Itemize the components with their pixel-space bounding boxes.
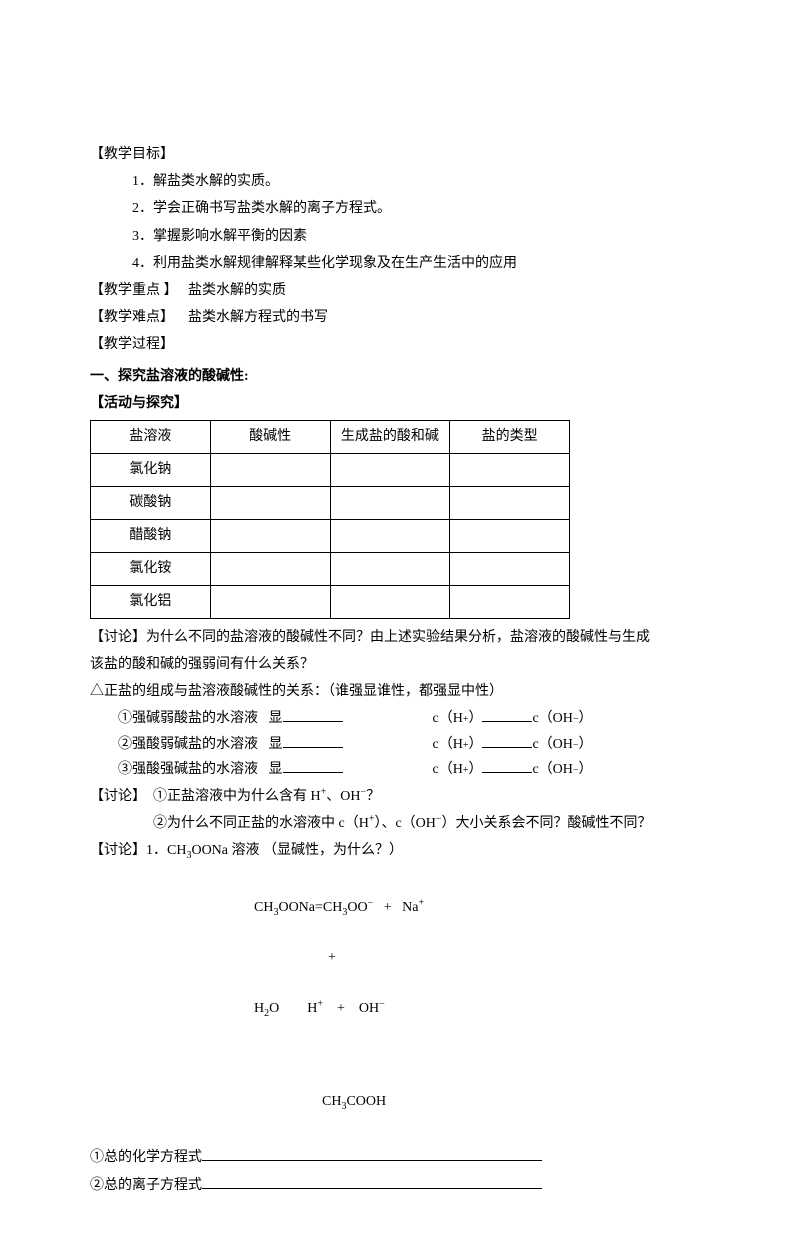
eq-text: + Na: [373, 900, 418, 915]
discuss2-q1c: ？: [366, 789, 380, 804]
eq-text: O H: [269, 1001, 317, 1016]
table-row: 醋酸钠: [91, 519, 570, 552]
discuss3-lead: 1．CH: [146, 843, 186, 858]
heading-focus: 【教学重点 】: [90, 283, 178, 298]
rel-tail-1: c（H: [433, 757, 463, 782]
answer-2-label: ②总的离子方程式: [90, 1173, 202, 1198]
goal-item-1: 1．解盐类水解的实质。: [90, 169, 710, 194]
rel-tail-4: ）: [579, 706, 593, 731]
salt-table: 盐溶液 酸碱性 生成盐的酸和碱 盐的类型 氯化钠 碳酸钠 醋酸钠 氯化铵 氯化铝: [90, 420, 570, 619]
discuss2-line2: ②为什么不同正盐的水溶液中 c（H+）、c（OH−）大小关系会不同？酸碱性不同？: [90, 811, 710, 836]
row-label-2: 醋酸钠: [91, 519, 211, 552]
row-label-1: 碳酸钠: [91, 486, 211, 519]
eq-text: COOH: [346, 1094, 386, 1109]
relation-1: ①强碱弱酸盐的水溶液 显 c（H+） c（OH−）: [90, 706, 710, 731]
discuss2-q2c: ）大小关系会不同？酸碱性不同？: [442, 816, 652, 831]
relation-2-label: ②强酸弱碱盐的水溶液 显: [90, 732, 283, 757]
equation-block: CH3OONa=CH3OO− + Na+ + H2O H+ + OH− CH3C…: [90, 870, 710, 1140]
eq-text: H: [254, 1001, 264, 1016]
discuss-label: 【讨论】: [90, 789, 146, 804]
discuss2-q2a: ②为什么不同正盐的水溶液中 c（H: [153, 816, 369, 831]
rel-tail-1: c（H: [433, 706, 463, 731]
goal-item-3: 3．掌握影响水解平衡的因素: [90, 224, 710, 249]
blank-field: [482, 707, 532, 722]
rel-tail-1: c（H: [433, 732, 463, 757]
discuss-label: 【讨论】: [90, 630, 146, 645]
blank-field: [283, 707, 343, 722]
row-label-0: 氯化钠: [91, 453, 211, 486]
goal-item-2: 2．学会正确书写盐类水解的离子方程式。: [90, 196, 710, 221]
equation-row-4: CH3COOH: [90, 1064, 710, 1140]
discuss2-q1a: ①正盐溶液中为什么含有 H: [153, 789, 321, 804]
table-header-0: 盐溶液: [91, 420, 211, 453]
discuss-label: 【讨论】: [90, 843, 146, 858]
rel-tail-3: c（OH: [532, 757, 572, 782]
discuss2-q1b: 、OH: [326, 789, 360, 804]
rel-tail-4: ）: [579, 757, 593, 782]
section1-title: 一、探究盐溶液的酸碱性:: [90, 364, 710, 389]
answer-line-1: ①总的化学方程式: [90, 1145, 710, 1170]
answer-1-label: ①总的化学方程式: [90, 1145, 202, 1170]
rel-tail-2: ）: [468, 732, 482, 757]
heading-difficulty: 【教学难点】: [90, 310, 174, 325]
blank-field: [482, 733, 532, 748]
table-header-1: 酸碱性: [210, 420, 330, 453]
focus-text: 盐类水解的实质: [188, 283, 286, 298]
table-header-3: 盐的类型: [450, 420, 570, 453]
relation-3-label: ③强酸强碱盐的水溶液 显: [90, 757, 283, 782]
discuss1-line2: 该盐的酸和碱的强弱间有什么关系？: [90, 652, 710, 677]
blank-field: [202, 1174, 542, 1189]
discuss2-line1: 【讨论】 ①正盐溶液中为什么含有 H+、OH−？: [90, 784, 710, 809]
relation-1-label: ①强碱弱酸盐的水溶液 显: [90, 706, 283, 731]
equation-row-2: +: [90, 945, 710, 970]
rel-tail-3: c（OH: [532, 732, 572, 757]
discuss3-lead2: OONa 溶液 （显碱性，为什么？）: [191, 843, 403, 858]
table-row: 碳酸钠: [91, 486, 570, 519]
heading-goal: 【教学目标】: [90, 142, 710, 167]
goal-item-4: 4．利用盐类水解规律解释某些化学现象及在生产生活中的应用: [90, 251, 710, 276]
sup-minus-icon: −: [379, 998, 385, 1009]
discuss1-text-a: 为什么不同的盐溶液的酸碱性不同？由上述实验结果分析，盐溶液的酸碱性与生成: [146, 630, 650, 645]
row-label-3: 氯化铵: [91, 552, 211, 585]
blank-field: [202, 1146, 542, 1161]
discuss3-line: 【讨论】1．CH3OONa 溶液 （显碱性，为什么？）: [90, 838, 710, 863]
table-header-2: 生成盐的酸和碱: [330, 420, 450, 453]
rel-tail-4: ）: [579, 732, 593, 757]
eq-text: CH: [322, 1094, 341, 1109]
discuss2-q2b: ）、c（OH: [374, 816, 435, 831]
sup-plus-icon: +: [418, 897, 424, 908]
activity-heading: 【活动与探究】: [90, 391, 710, 416]
blank-field: [283, 758, 343, 773]
table-row: 氯化铝: [91, 585, 570, 618]
relation-2: ②强酸弱碱盐的水溶液 显 c（H+） c（OH−）: [90, 732, 710, 757]
relation-3: ③强酸强碱盐的水溶液 显 c（H+） c（OH−）: [90, 757, 710, 782]
equation-row-1: CH3OONa=CH3OO− + Na+: [90, 870, 710, 946]
equation-row-3: H2O H+ + OH−: [90, 970, 710, 1046]
table-header-row: 盐溶液 酸碱性 生成盐的酸和碱 盐的类型: [91, 420, 570, 453]
blank-field: [283, 733, 343, 748]
triangle-line: △正盐的组成与盐溶液酸碱性的关系：（谁强显谁性，都强显中性）: [90, 679, 710, 704]
difficulty-text: 盐类水解方程式的书写: [188, 310, 328, 325]
row-label-4: 氯化铝: [91, 585, 211, 618]
eq-text: CH: [254, 900, 273, 915]
rel-tail-2: ）: [468, 706, 482, 731]
rel-tail-2: ）: [468, 757, 482, 782]
heading-focus-line: 【教学重点 】 盐类水解的实质: [90, 278, 710, 303]
blank-field: [482, 758, 532, 773]
answer-line-2: ②总的离子方程式: [90, 1173, 710, 1198]
discuss1-line1: 【讨论】为什么不同的盐溶液的酸碱性不同？由上述实验结果分析，盐溶液的酸碱性与生成: [90, 625, 710, 650]
eq-text: OONa=CH: [278, 900, 342, 915]
table-row: 氯化钠: [91, 453, 570, 486]
heading-process: 【教学过程】: [90, 332, 710, 357]
heading-difficulty-line: 【教学难点】 盐类水解方程式的书写: [90, 305, 710, 330]
rel-tail-3: c（OH: [532, 706, 572, 731]
table-row: 氯化铵: [91, 552, 570, 585]
eq-text: + OH: [323, 1001, 379, 1016]
eq-text: OO: [347, 900, 367, 915]
